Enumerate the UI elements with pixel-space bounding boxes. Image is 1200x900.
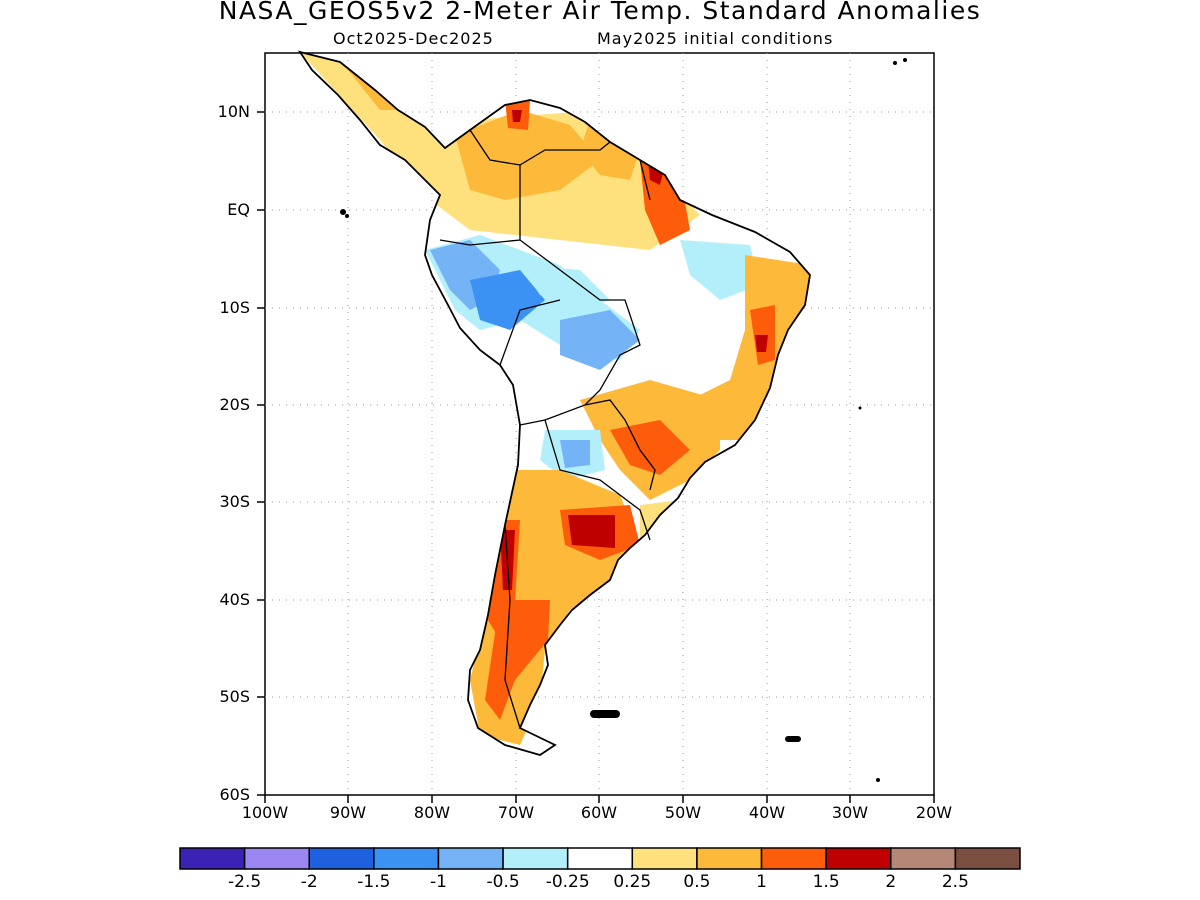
colorbar-label: -1 xyxy=(429,872,447,892)
lat-label-eq: EQ xyxy=(227,200,250,219)
colorbar-swatch xyxy=(243,847,310,870)
colorbar-swatch xyxy=(308,847,375,870)
lon-label-80w: 80W xyxy=(413,803,451,822)
lon-label-60w: 60W xyxy=(580,803,618,822)
colorbar-swatch xyxy=(502,847,569,870)
lat-label-40s: 40S xyxy=(219,590,250,609)
lat-label-10s: 10S xyxy=(219,298,250,317)
coastline xyxy=(297,50,811,756)
lat-label-30s: 30S xyxy=(219,492,250,511)
lat-label-20s: 20S xyxy=(219,395,250,414)
colorbar-label: 2.5 xyxy=(941,872,969,892)
lon-label-30w: 30W xyxy=(831,803,869,822)
lon-label-40w: 40W xyxy=(748,803,786,822)
colorbar-label: -0.25 xyxy=(545,872,590,892)
lat-label-50s: 50S xyxy=(219,687,250,706)
colorbar-label: 1 xyxy=(756,872,767,892)
colorbar-swatch xyxy=(954,847,1021,870)
colorbar-label: -1.5 xyxy=(357,872,391,892)
lon-label-100w: 100W xyxy=(241,803,289,822)
colorbar-label: 1.5 xyxy=(812,872,840,892)
colorbar-swatch xyxy=(890,847,957,870)
colorbar-label: -2.5 xyxy=(228,872,262,892)
axis-ticks xyxy=(257,111,935,803)
map-title: NASA_GEOS5v2 2-Meter Air Temp. Standard … xyxy=(218,0,982,25)
colorbar-swatch xyxy=(566,847,634,870)
lat-label-60s: 60S xyxy=(219,785,250,804)
colorbar-swatch xyxy=(373,847,440,870)
colorbar-label: 0.5 xyxy=(683,872,711,892)
forecast-period: Oct2025-Dec2025 xyxy=(333,29,494,48)
colorbar-swatch xyxy=(631,847,698,870)
colorbar-label: -0.5 xyxy=(486,872,520,892)
colorbar-label: 2 xyxy=(885,872,897,892)
colorbar-swatch xyxy=(696,847,763,870)
lon-label-70w: 70W xyxy=(497,803,535,822)
lat-label-10n: 10N xyxy=(217,102,250,121)
colorbar xyxy=(179,847,1021,870)
initial-conditions: May2025 initial conditions xyxy=(597,29,834,48)
lon-label-50w: 50W xyxy=(664,803,702,822)
country-borders xyxy=(439,129,656,729)
lon-label-20w: 20W xyxy=(915,803,953,822)
lon-label-90w: 90W xyxy=(329,803,367,822)
colorbar-label: 0.25 xyxy=(613,872,652,892)
islands xyxy=(340,58,907,782)
colorbar-swatch xyxy=(760,847,827,870)
colorbar-swatch xyxy=(825,847,892,870)
colorbar-label: -2 xyxy=(300,872,318,892)
colorbar-swatch xyxy=(179,847,246,870)
colorbar-swatch xyxy=(437,847,504,870)
